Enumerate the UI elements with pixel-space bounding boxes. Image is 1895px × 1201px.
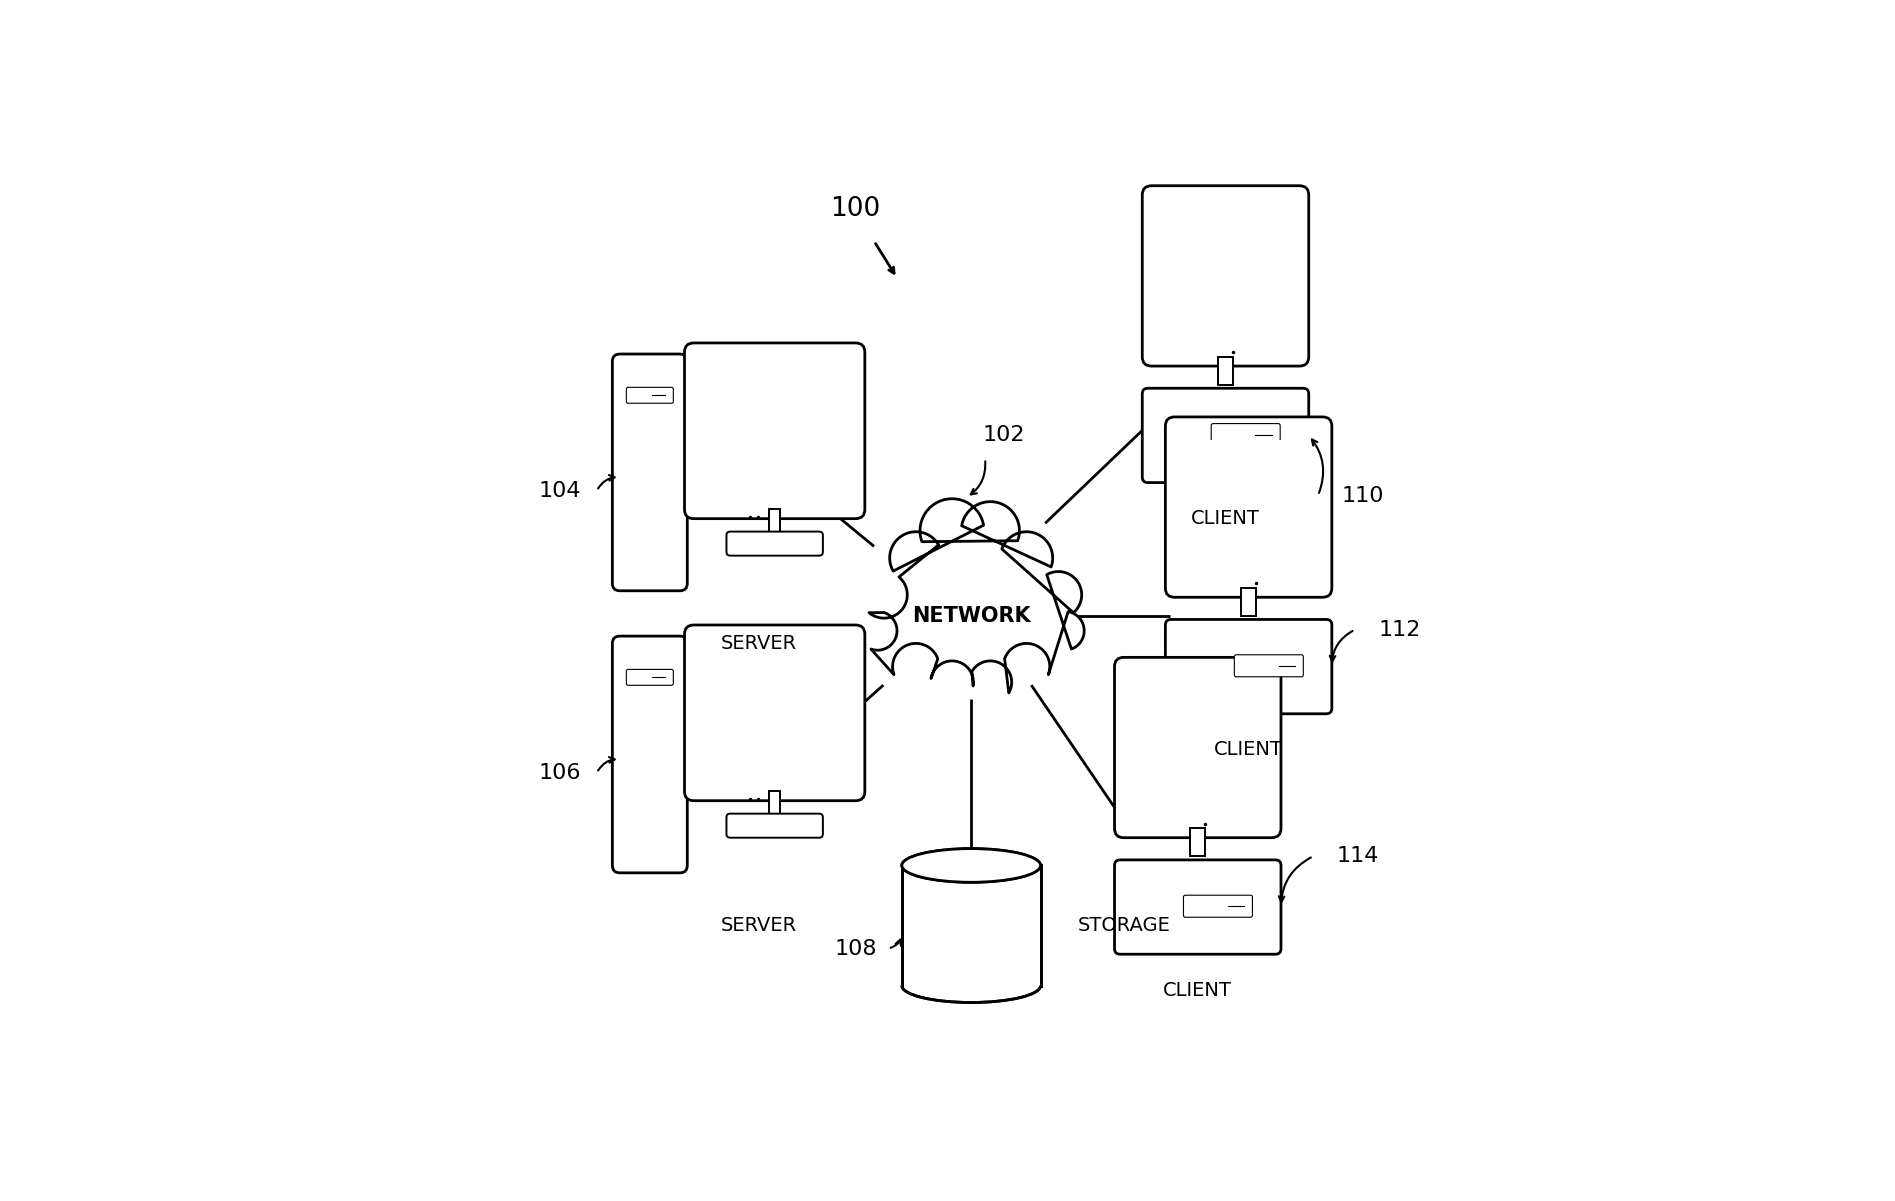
FancyBboxPatch shape bbox=[1165, 620, 1332, 713]
Text: 102: 102 bbox=[982, 425, 1025, 446]
Text: CLIENT: CLIENT bbox=[1215, 740, 1283, 759]
FancyBboxPatch shape bbox=[627, 388, 673, 404]
Bar bbox=[1137, 681, 1258, 814]
Bar bbox=[769, 509, 781, 536]
Ellipse shape bbox=[902, 849, 1040, 883]
FancyBboxPatch shape bbox=[1143, 186, 1309, 366]
Bar bbox=[902, 866, 1040, 986]
Bar bbox=[711, 651, 839, 775]
FancyBboxPatch shape bbox=[726, 532, 822, 556]
Text: 106: 106 bbox=[538, 763, 582, 783]
FancyBboxPatch shape bbox=[612, 354, 688, 591]
Text: CLIENT: CLIENT bbox=[1164, 981, 1232, 999]
FancyBboxPatch shape bbox=[1114, 657, 1281, 838]
Bar bbox=[711, 369, 839, 492]
Text: NETWORK: NETWORK bbox=[911, 605, 1031, 626]
Text: STORAGE: STORAGE bbox=[1078, 916, 1171, 936]
Text: 104: 104 bbox=[538, 480, 582, 501]
FancyBboxPatch shape bbox=[726, 813, 822, 838]
Bar bbox=[1188, 440, 1309, 574]
Text: 110: 110 bbox=[1342, 485, 1383, 506]
Polygon shape bbox=[870, 498, 1084, 693]
Text: 112: 112 bbox=[1378, 620, 1421, 640]
Ellipse shape bbox=[902, 849, 1040, 883]
Text: 114: 114 bbox=[1336, 847, 1380, 866]
FancyBboxPatch shape bbox=[684, 343, 864, 519]
Polygon shape bbox=[902, 866, 1040, 986]
Bar bbox=[1218, 357, 1234, 384]
Bar bbox=[1241, 588, 1256, 616]
FancyBboxPatch shape bbox=[1143, 388, 1309, 483]
Text: SERVER: SERVER bbox=[720, 634, 796, 653]
FancyBboxPatch shape bbox=[612, 637, 688, 873]
Text: SERVER: SERVER bbox=[720, 916, 796, 936]
Bar bbox=[769, 791, 781, 818]
FancyBboxPatch shape bbox=[1165, 417, 1332, 597]
Text: 108: 108 bbox=[834, 939, 877, 958]
FancyBboxPatch shape bbox=[1234, 655, 1304, 677]
Text: 100: 100 bbox=[830, 196, 881, 222]
FancyBboxPatch shape bbox=[1184, 895, 1253, 918]
FancyBboxPatch shape bbox=[684, 625, 864, 801]
FancyBboxPatch shape bbox=[1114, 860, 1281, 955]
FancyBboxPatch shape bbox=[627, 669, 673, 686]
FancyBboxPatch shape bbox=[1211, 424, 1281, 446]
Text: CLIENT: CLIENT bbox=[1192, 509, 1260, 528]
Bar bbox=[1190, 829, 1205, 856]
Bar bbox=[1165, 209, 1285, 343]
